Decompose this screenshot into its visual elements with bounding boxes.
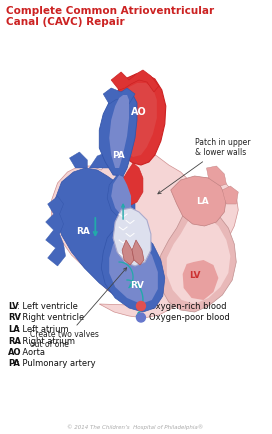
Polygon shape [132,240,144,265]
Text: LV: LV [8,302,18,311]
Text: AO: AO [131,107,147,117]
Polygon shape [222,186,238,204]
Polygon shape [119,83,157,157]
Polygon shape [101,226,165,312]
Text: RV: RV [8,313,21,322]
Text: : Pulmonary artery: : Pulmonary artery [17,359,95,368]
Text: PA: PA [8,359,20,368]
Polygon shape [107,175,135,220]
Text: RV: RV [130,282,144,290]
Text: © 2014 The Children’s  Hospital of Philadelphia®: © 2014 The Children’s Hospital of Philad… [67,424,203,430]
Text: RA: RA [8,336,21,345]
Polygon shape [113,208,151,266]
Text: Canal (CAVC) Repair: Canal (CAVC) Repair [6,17,125,27]
Circle shape [137,313,146,322]
Text: : Aorta: : Aorta [17,348,45,357]
Text: LA: LA [196,197,209,207]
Text: RA: RA [76,227,90,237]
Text: LV: LV [189,272,200,280]
Polygon shape [111,175,131,216]
Text: : Left atrium: : Left atrium [17,325,69,334]
Text: : Right ventricle: : Right ventricle [17,313,84,322]
Circle shape [137,302,146,310]
Polygon shape [46,196,66,266]
Polygon shape [111,70,159,92]
Polygon shape [52,147,238,318]
Text: : Left ventricle: : Left ventricle [17,302,78,311]
Polygon shape [109,95,129,168]
Polygon shape [103,88,135,104]
Text: Patch in upper
& lower walls: Patch in upper & lower walls [158,138,250,194]
Polygon shape [119,163,143,206]
Text: Oxygen-poor blood: Oxygen-poor blood [149,313,230,322]
Text: : Right atrium: : Right atrium [17,336,75,345]
Polygon shape [206,166,226,186]
Polygon shape [89,152,113,168]
Polygon shape [122,240,134,265]
Text: AO: AO [8,348,21,357]
Polygon shape [55,168,131,303]
Polygon shape [167,216,230,304]
Polygon shape [69,152,87,168]
Text: PA: PA [112,151,125,161]
Polygon shape [109,235,158,304]
Polygon shape [183,260,218,300]
Polygon shape [171,176,226,226]
Text: Complete Common Atrioventricular: Complete Common Atrioventricular [6,6,214,16]
Text: Oxygen-rich blood: Oxygen-rich blood [149,302,226,311]
Polygon shape [99,92,137,176]
Text: LA: LA [8,325,20,334]
Polygon shape [159,208,236,312]
Polygon shape [111,74,166,165]
Text: Create two valves
out of one: Create two valves out of one [30,268,127,349]
